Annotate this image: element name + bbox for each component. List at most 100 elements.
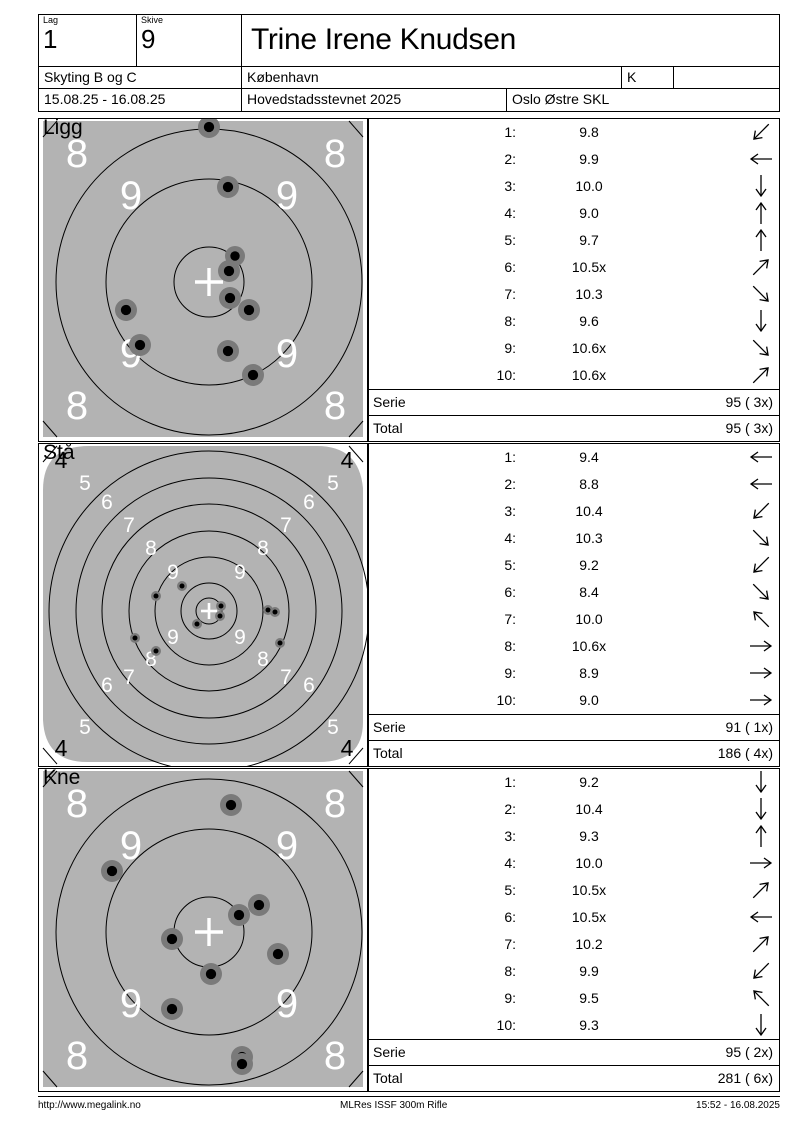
- svg-text:7: 7: [123, 514, 135, 537]
- shot-value: 10.4: [575, 801, 603, 817]
- date-cell: 15.08.25 - 16.08.25: [39, 89, 242, 111]
- shot-direction-s-icon: [748, 1014, 774, 1036]
- shot-number: 10:: [496, 692, 516, 708]
- shot-direction-nw-icon: [748, 608, 774, 630]
- shot-row: 2: 9.9: [369, 146, 779, 173]
- class-extra-cell: [674, 67, 779, 88]
- svg-text:9: 9: [120, 982, 142, 1026]
- svg-text:8: 8: [324, 384, 346, 428]
- shot-direction-sw-icon: [748, 960, 774, 982]
- class-cell: K: [622, 67, 674, 88]
- svg-text:8: 8: [145, 537, 157, 560]
- shot-value: 10.0: [575, 178, 603, 194]
- shot-value: 9.5: [579, 990, 599, 1006]
- footer: http://www.megalink.no MLRes ISSF 300m R…: [38, 1096, 780, 1112]
- shot-number: 9:: [504, 340, 516, 356]
- shot-value: 8.8: [579, 476, 599, 492]
- svg-text:9: 9: [120, 824, 142, 868]
- shot-value: 10.0: [575, 611, 603, 627]
- shot-row: 1: 9.8: [369, 119, 779, 146]
- shot-number: 3:: [504, 178, 516, 194]
- shot-number: 2:: [504, 476, 516, 492]
- svg-text:8: 8: [66, 132, 88, 176]
- footer-printed: 15:52 - 16.08.2025: [696, 1100, 780, 1111]
- svg-text:8: 8: [66, 1034, 88, 1078]
- skive-caption: Skive: [141, 15, 164, 25]
- target-position-label: Stå: [43, 443, 75, 464]
- shot-number: 9:: [504, 990, 516, 1006]
- shot-row: 7: 10.0: [369, 606, 779, 633]
- footer-url[interactable]: http://www.megalink.no: [38, 1100, 141, 1111]
- shot-value: 10.5x: [571, 259, 607, 275]
- shot-direction-ne-icon: [748, 364, 774, 386]
- shot-row: 7: 10.3: [369, 281, 779, 308]
- class-label: K: [627, 69, 637, 85]
- shot-direction-e-icon: [748, 662, 774, 684]
- shot-row: 6: 10.5x: [369, 254, 779, 281]
- svg-text:5: 5: [79, 716, 91, 739]
- shot-direction-ne-icon: [748, 256, 774, 278]
- total-row: Total 281 ( 6x): [369, 1065, 779, 1091]
- skive-cell: Skive 9: [137, 15, 242, 66]
- shot-direction-se-icon: [748, 283, 774, 305]
- serie-label: Serie: [373, 394, 406, 410]
- header-row-identity: Lag 1 Skive 9 Trine Irene Knudsen: [39, 15, 779, 67]
- shot-row: 1: 9.4: [369, 444, 779, 471]
- svg-text:5: 5: [79, 472, 91, 495]
- shot-value: 10.5x: [571, 882, 607, 898]
- header-row-event: 15.08.25 - 16.08.25 Hovedstadsstevnet 20…: [39, 89, 779, 111]
- target-face-ligg[interactable]: 8 8 8 8 9 9 9 9 Ligg: [38, 118, 368, 442]
- shot-row: 5: 10.5x: [369, 877, 779, 904]
- shot-direction-se-icon: [748, 337, 774, 359]
- svg-text:4: 4: [341, 735, 354, 761]
- shot-value: 9.0: [579, 205, 599, 221]
- shot-value: 8.4: [579, 584, 599, 600]
- shot-number: 7:: [504, 611, 516, 627]
- total-label: Total: [373, 1070, 403, 1086]
- svg-text:6: 6: [101, 674, 113, 697]
- svg-text:9: 9: [276, 982, 298, 1026]
- shot-number: 10:: [496, 367, 516, 383]
- shot-row: 7: 10.2: [369, 931, 779, 958]
- shot-direction-se-icon: [748, 527, 774, 549]
- svg-text:9: 9: [120, 174, 142, 218]
- shot-direction-s-icon: [748, 771, 774, 793]
- shot-value: 9.7: [579, 232, 599, 248]
- svg-text:6: 6: [101, 491, 113, 514]
- serie-row: Serie 95 ( 3x): [369, 389, 779, 415]
- shot-number: 1:: [504, 124, 516, 140]
- shot-row: 8: 10.6x: [369, 633, 779, 660]
- shot-row: 10: 9.3: [369, 1012, 779, 1039]
- total-label: Total: [373, 745, 403, 761]
- shot-number: 8:: [504, 638, 516, 654]
- total-label: Total: [373, 420, 403, 436]
- target-face-kne[interactable]: 8 8 8 8 9 9 9 9 Kne: [38, 768, 368, 1092]
- svg-text:4: 4: [341, 447, 354, 473]
- shot-value: 9.4: [579, 449, 599, 465]
- shot-value: 10.3: [575, 530, 603, 546]
- lag-cell: Lag 1: [39, 15, 137, 66]
- discipline-cell: Skyting B og C: [39, 67, 242, 88]
- target-face-stå[interactable]: 4 4 4 4 5 6 7 8 9 5 6 7 8 9 5 6 7 8 9 5 6 7 8 9 Stå: [38, 443, 368, 767]
- shot-value: 10.4: [575, 503, 603, 519]
- shot-direction-e-icon: [748, 689, 774, 711]
- total-row: Total 95 ( 3x): [369, 415, 779, 441]
- shot-value: 10.5x: [571, 909, 607, 925]
- svg-text:9: 9: [167, 626, 179, 649]
- total-value: 95 ( 3x): [725, 420, 773, 436]
- shot-direction-sw-icon: [748, 121, 774, 143]
- svg-text:6: 6: [303, 491, 315, 514]
- shot-number: 5:: [504, 232, 516, 248]
- shot-direction-e-icon: [748, 852, 774, 874]
- header-row-discipline: Skyting B og C København K: [39, 67, 779, 89]
- shot-number: 4:: [504, 530, 516, 546]
- shot-row: 2: 10.4: [369, 796, 779, 823]
- organizer-label: Oslo Østre SKL: [512, 91, 610, 107]
- shot-value: 10.6x: [571, 367, 607, 383]
- shot-row: 3: 10.4: [369, 498, 779, 525]
- shot-row: 9: 9.5: [369, 985, 779, 1012]
- shot-direction-w-icon: [748, 473, 774, 495]
- shot-row: 4: 10.0: [369, 850, 779, 877]
- shot-number: 8:: [504, 963, 516, 979]
- shot-number: 4:: [504, 855, 516, 871]
